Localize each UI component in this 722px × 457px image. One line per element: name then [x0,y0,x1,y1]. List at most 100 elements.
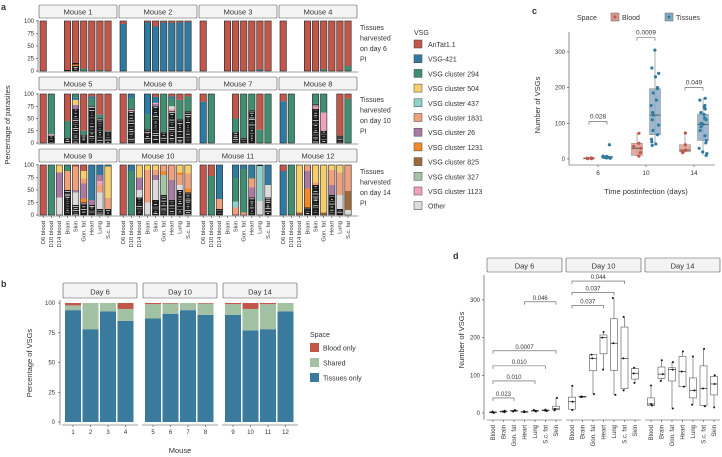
y-tick-label: 25 [27,129,34,135]
facet-strip [486,257,563,273]
bar-segment-o [184,188,192,193]
bar-outline [160,20,168,72]
bar-segment-m [72,108,79,143]
bar-segment-y [136,165,143,178]
data-point [683,143,687,147]
minor-vsg-stripe [185,201,191,203]
y-axis-title: Percentage of VSGs [25,329,34,398]
bar-tissues_only [82,329,99,422]
bar-segment-k [168,108,175,112]
row-label: Tissues [360,97,384,104]
facet-strip [565,257,642,273]
minor-vsg-stripe [89,136,95,137]
minor-vsg-stripe [176,137,184,138]
minor-vsg-stripe [106,137,110,138]
y-axis-title: Percentage of parasites [3,85,12,164]
minor-vsg-stripe [185,116,191,117]
bar-segment-g [320,94,327,113]
minor-vsg-stripe [251,210,253,212]
minor-vsg-stripe [338,210,341,211]
minor-vsg-stripe [152,133,159,134]
minor-vsg-stripe [169,208,175,209]
data-point [532,408,535,411]
bar-segment-A [200,94,207,102]
minor-vsg-stripe [216,212,222,214]
data-point [601,336,604,339]
bar-segment-m [80,202,87,215]
bar-outline [328,20,336,72]
bar-segment-y [336,165,344,173]
x-tick-label: Heart [330,221,336,236]
y-tick-label: 75 [27,176,34,182]
bar-segment-V [280,101,287,143]
p-value-label: 0.037 [580,300,596,306]
bar-segment-V [168,23,175,71]
bar-outline [248,20,256,72]
bar-outline [47,164,55,216]
bar-segment-V [200,101,207,143]
minor-vsg-stripe [168,129,175,130]
x-tick-label: Skin [73,221,79,232]
bar-segment-x [136,190,143,198]
data-point [503,411,506,414]
bar-segment-m [128,111,135,143]
legend-dot [667,15,671,19]
minor-vsg-stripe [138,198,141,200]
bar-segment-s [104,198,112,209]
bar-tissues_only [242,330,259,422]
minor-vsg-stripe [176,209,184,210]
bar-segment-g [256,129,264,143]
minor-vsg-stripe [161,210,167,212]
x-tick-label: Skin [153,221,159,232]
data-point [660,359,663,362]
bar-segment-g [104,130,112,132]
bar-segment-A [240,21,247,71]
minor-vsg-stripe [170,133,174,134]
bar-outline [55,164,63,216]
facet-label: Mouse 3 [224,8,253,17]
minor-vsg-stripe [82,137,86,139]
bar-tissues_only [65,310,81,422]
minor-vsg-stripe [329,196,335,197]
bar-segment-g [144,114,151,130]
bar-shared [100,303,116,312]
data-point [703,347,706,350]
minor-vsg-stripe [152,206,159,208]
data-point [698,98,702,102]
minor-vsg-stripe [312,205,319,207]
significance-bracket [492,380,536,384]
minor-vsg-stripe [154,120,157,122]
bar-outline [215,164,223,216]
minor-vsg-stripe [177,139,183,141]
minor-vsg-stripe [185,136,191,138]
x-tick-label: 6 [169,430,173,436]
bar-segment-A [344,21,352,66]
bar-segment-o [160,171,167,175]
data-point [601,155,606,159]
x-tick-label: 10 [642,170,650,177]
minor-vsg-stripe [90,139,93,141]
bar-outline [248,93,256,144]
data-point [701,150,705,154]
p-value-label: 0.037 [585,286,601,292]
minor-vsg-stripe [249,111,255,112]
minor-vsg-stripe [129,117,134,119]
y-tick-label: 0 [562,157,566,163]
minor-vsg-stripe [145,130,150,131]
bar-segment-m [256,165,264,166]
facet-strip [278,76,358,91]
bar-segment-A [264,21,272,71]
significance-bracket [492,350,557,354]
data-point [622,315,625,318]
legend-label: VSG cluster 504 [428,86,479,93]
bar-outline [344,93,352,144]
bar-outline [104,20,112,72]
y-tick-label: 100 [24,163,35,169]
y-tick-label: 0 [477,411,481,417]
facet-label: Mouse 12 [302,152,335,161]
data-point [653,48,657,52]
bar-segment-V [256,69,264,71]
row-label: harvested [360,108,391,115]
facet-label: Mouse 8 [304,80,333,89]
bar-segment-A [232,21,239,71]
